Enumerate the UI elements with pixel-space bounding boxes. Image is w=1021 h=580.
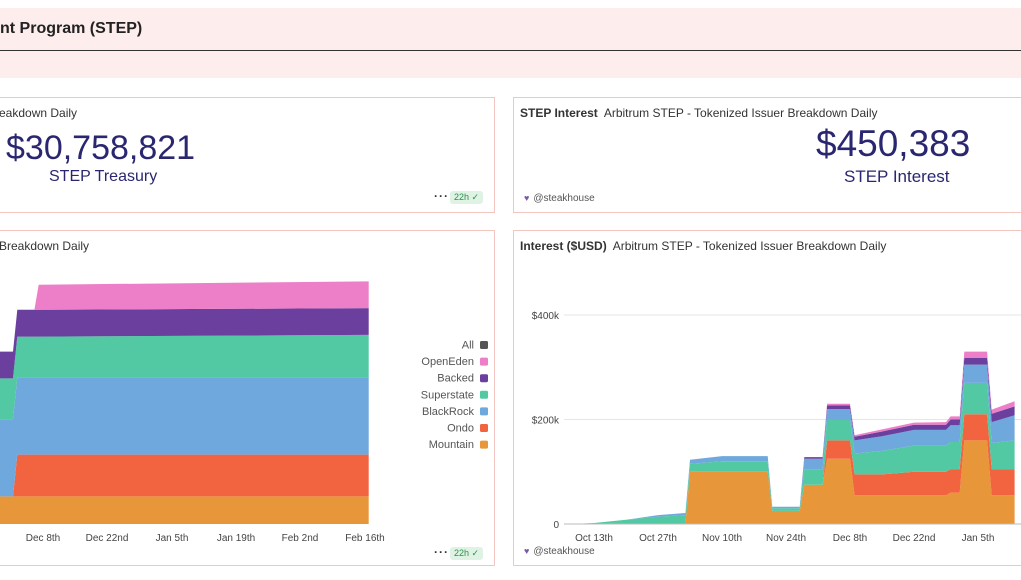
interest-x-tick: Dec 22nd (893, 533, 936, 544)
interest-x-tick: Jan 5th (962, 533, 995, 544)
legend-label-superstate: Superstate (421, 389, 474, 401)
check-circle-icon: ✓ (471, 548, 480, 558)
heart-icon: ♥ (524, 193, 530, 203)
legend-swatch-all[interactable] (480, 341, 488, 349)
treasury-menu-button[interactable]: ··· (434, 189, 449, 203)
breakdown-chart-card: Breakdown Daily Dec 8th Dec 22nd Jan 5th Ja… (0, 230, 495, 566)
heart-icon: ♥ (524, 546, 530, 556)
breakdown-x-tick: Dec 8th (26, 533, 60, 544)
interest-chart-title-bold: Interest ($USD) (520, 239, 607, 253)
interest-x-tick: Nov 24th (766, 533, 806, 544)
treasury-value: $30,758,821 (6, 129, 196, 167)
interest-x-tick: Oct 13th (575, 533, 613, 544)
treasury-card-title: eakdown Daily (0, 106, 78, 120)
interest-y-tick: 0 (553, 520, 559, 531)
interest-area-ondo (571, 414, 1015, 524)
interest-card-title: STEP Interest Arbitrum STEP - Tokenized I… (520, 106, 877, 120)
interest-chart-attribution-text: @steakhouse (533, 546, 595, 557)
interest-area-mountain (571, 440, 1015, 524)
breakdown-x-tick: Feb 16th (345, 533, 384, 544)
legend-label-blackrock: BlackRock (422, 406, 474, 418)
interest-card-title-bold: STEP Interest (520, 106, 598, 120)
treasury-freshness-badge: 22h ✓ (450, 191, 484, 204)
interest-value: $450,383 (816, 123, 971, 164)
breakdown-area-mountain (0, 496, 369, 524)
interest-area-blackrock (571, 364, 1015, 524)
interest-x-tick: Oct 27th (639, 533, 677, 544)
treasury-label: STEP Treasury (49, 168, 158, 185)
breakdown-area-superstate (0, 334, 369, 420)
breakdown-area-backed (0, 308, 369, 379)
interest-label: STEP Interest (844, 167, 950, 186)
treasury-counter-card: eakdown Daily $30,758,821 STEP Treasury … (0, 97, 495, 213)
legend-swatch-mountain[interactable] (480, 440, 488, 449)
breakdown-x-tick: Jan 5th (156, 533, 189, 544)
interest-attribution-text: @steakhouse (533, 193, 595, 204)
interest-area-superstate (571, 382, 1015, 524)
breakdown-chart: Dec 8th Dec 22nd Jan 5th Jan 19th Feb 2nd Feb… (0, 281, 488, 544)
breakdown-freshness-badge: 22h ✓ (450, 547, 484, 560)
breakdown-x-tick: Jan 19th (217, 533, 255, 544)
legend-swatch-blackrock[interactable] (480, 407, 488, 416)
breakdown-x-tick: Dec 22nd (86, 533, 129, 544)
legend-label-ondo: Ondo (447, 423, 474, 435)
legend-swatch-ondo[interactable] (480, 424, 488, 432)
interest-chart-title-text: Arbitrum STEP - Tokenized Issuer Breakdo… (612, 239, 887, 253)
interest-chart-attribution[interactable]: ♥ @steakhouse (524, 546, 595, 557)
dashboard-header: nt Program (STEP) (0, 8, 1021, 52)
breakdown-menu-button[interactable]: ··· (434, 545, 449, 559)
interest-x-tick: Dec 8th (833, 533, 867, 544)
legend-label-backed: Backed (437, 373, 474, 385)
interest-attribution[interactable]: ♥ @steakhouse (524, 193, 595, 204)
check-circle-icon: ✓ (471, 192, 480, 202)
breakdown-area-ondo (0, 454, 369, 497)
legend-label-openeden: OpenEden (421, 356, 474, 368)
legend-label-mountain: Mountain (429, 439, 474, 451)
treasury-freshness-text: 22h (454, 192, 470, 202)
interest-chart: 0 $200k $400k Oct 13th Oct 27th Nov 10th Nov 2… (532, 311, 1021, 544)
dashboard-title: nt Program (STEP) (0, 20, 143, 37)
interest-counter-card: STEP Interest Arbitrum STEP - Tokenized I… (513, 97, 1021, 213)
interest-chart-title: Interest ($USD) Arbitrum STEP - Tokenized… (520, 239, 886, 253)
interest-chart-card: Interest ($USD) Arbitrum STEP - Tokenized… (513, 230, 1021, 566)
breakdown-area-openeden (0, 281, 369, 352)
breakdown-freshness-text: 22h (454, 548, 470, 558)
breakdown-chart-title: Breakdown Daily (0, 239, 90, 253)
interest-y-tick: $200k (532, 416, 560, 427)
legend-label-all: All (462, 340, 474, 352)
legend-swatch-openeden[interactable] (480, 357, 488, 366)
legend-swatch-backed[interactable] (480, 374, 488, 383)
breakdown-x-tick: Feb 2nd (282, 533, 319, 544)
interest-y-tick: $400k (532, 311, 560, 322)
header-divider (0, 50, 1021, 51)
interest-x-tick: Nov 10th (702, 533, 742, 544)
breakdown-area-blackrock (0, 377, 369, 497)
legend-swatch-superstate[interactable] (480, 390, 488, 399)
header-band (0, 51, 1021, 78)
interest-card-title-text: Arbitrum STEP - Tokenized Issuer Breakdo… (603, 106, 878, 120)
